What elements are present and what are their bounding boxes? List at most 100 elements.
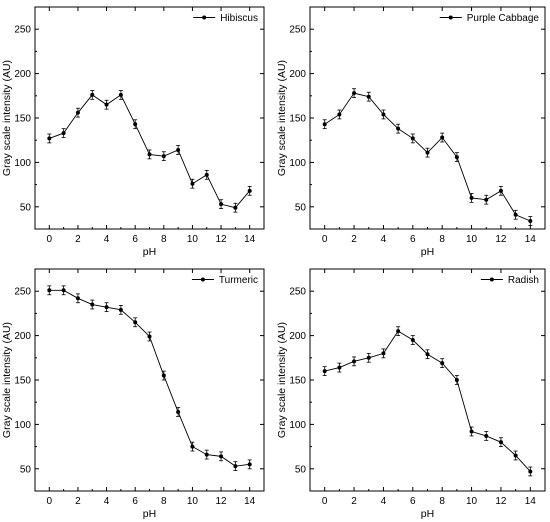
- data-point: [90, 302, 95, 307]
- data-point: [190, 444, 195, 449]
- x-tick-label: 2: [351, 496, 357, 507]
- legend-label: Radish: [508, 275, 539, 286]
- data-point: [484, 433, 489, 438]
- data-point: [381, 351, 386, 356]
- data-point: [469, 195, 474, 200]
- y-axis-label: Gray scale intensity (AU): [276, 322, 288, 438]
- data-point: [118, 92, 123, 97]
- x-tick-label: 12: [495, 234, 507, 245]
- data-point: [396, 126, 401, 131]
- y-tick-label: 200: [14, 331, 31, 342]
- legend-label: Turmeric: [219, 275, 258, 286]
- data-point: [133, 122, 138, 127]
- x-tick-label: 4: [104, 496, 110, 507]
- x-tick-label: 0: [322, 234, 328, 245]
- data-point: [176, 409, 181, 414]
- legend-marker: [200, 277, 205, 282]
- data-point: [161, 373, 166, 378]
- legend: Turmeric: [191, 275, 258, 286]
- data-point: [440, 135, 445, 140]
- data-point: [219, 454, 224, 459]
- y-axis-label: Gray scale intensity (AU): [276, 60, 288, 176]
- data-point: [498, 440, 503, 445]
- y-axis-label: Gray scale intensity (AU): [1, 322, 13, 438]
- data-point: [425, 150, 430, 155]
- data-point: [104, 102, 109, 107]
- legend: Hibiscus: [193, 13, 258, 24]
- data-point: [410, 136, 415, 141]
- data-point: [425, 352, 430, 357]
- data-point: [352, 359, 357, 364]
- chart-panel-3: 0 2 4 6 8 10 12 14 50 100 150 200 250 pH Gray scale in…: [1, 268, 265, 520]
- chart-panel-1: 0 2 4 6 8 10 12 14 50 100 150 200 250 pH Gray scale in…: [1, 6, 265, 258]
- data-point: [118, 307, 123, 312]
- y-axis-label: Gray scale intensity (AU): [1, 60, 13, 176]
- data-point: [147, 334, 152, 339]
- data-point: [233, 464, 238, 469]
- data-point: [366, 94, 371, 99]
- x-tick-label: 4: [381, 496, 387, 507]
- x-tick-label: 6: [132, 234, 138, 245]
- x-tick-label: 4: [381, 234, 387, 245]
- y-tick-label: 50: [20, 464, 32, 475]
- data-point: [204, 452, 209, 457]
- data-point: [61, 131, 66, 136]
- data-point: [161, 154, 166, 159]
- data-point: [528, 219, 533, 224]
- legend: Radish: [480, 275, 539, 286]
- data-point: [410, 338, 415, 343]
- y-tick-label: 150: [14, 114, 31, 125]
- x-axis-label: pH: [421, 246, 434, 258]
- y-tick-label: 250: [14, 25, 31, 36]
- plot-frame: [34, 6, 265, 230]
- y-tick-label: 250: [289, 287, 306, 298]
- x-tick-label: 8: [161, 496, 167, 507]
- data-point: [337, 365, 342, 370]
- x-tick-label: 12: [216, 496, 228, 507]
- x-tick-label: 0: [322, 496, 328, 507]
- x-tick-label: 6: [410, 234, 416, 245]
- y-tick-label: 150: [14, 376, 31, 387]
- series-line: [49, 289, 250, 467]
- data-point: [440, 361, 445, 366]
- y-tick-label: 200: [289, 331, 306, 342]
- y-tick-label: 150: [289, 376, 306, 387]
- x-tick-label: 8: [439, 234, 445, 245]
- data-point: [247, 188, 252, 193]
- x-tick-label: 8: [439, 496, 445, 507]
- data-point: [61, 288, 66, 293]
- x-tick-label: 0: [47, 234, 53, 245]
- y-tick-label: 50: [295, 202, 307, 213]
- x-tick-label: 12: [495, 496, 507, 507]
- x-tick-label: 12: [216, 234, 228, 245]
- x-tick-label: 2: [351, 234, 357, 245]
- data-point: [498, 188, 503, 193]
- data-point: [513, 453, 518, 458]
- data-point: [513, 212, 518, 217]
- x-tick-label: 14: [244, 496, 256, 507]
- chart-panel-4: 0 2 4 6 8 10 12 14 50 100 150 200 250 pH Gray scale in…: [276, 268, 546, 520]
- y-tick-label: 100: [289, 158, 306, 169]
- data-point: [484, 197, 489, 202]
- data-point: [75, 296, 80, 301]
- x-tick-label: 0: [47, 496, 53, 507]
- plot-frame: [309, 6, 546, 230]
- data-point: [47, 288, 52, 293]
- data-point: [204, 172, 209, 177]
- plot-frame: [34, 268, 265, 492]
- legend: Purple Cabbage: [439, 13, 540, 24]
- data-point: [528, 469, 533, 474]
- y-tick-label: 250: [289, 25, 306, 36]
- data-point: [322, 369, 327, 374]
- chart-panel-2: 0 2 4 6 8 10 12 14 50 100 150 200 250 pH Gray scale in…: [276, 6, 546, 258]
- x-tick-label: 8: [161, 234, 167, 245]
- y-tick-label: 100: [289, 420, 306, 431]
- x-tick-label: 6: [410, 496, 416, 507]
- x-tick-label: 14: [244, 234, 256, 245]
- y-tick-label: 150: [289, 114, 306, 125]
- data-point: [454, 378, 459, 382]
- legend-label: Purple Cabbage: [467, 13, 540, 24]
- data-point: [454, 155, 459, 160]
- data-point: [352, 91, 357, 96]
